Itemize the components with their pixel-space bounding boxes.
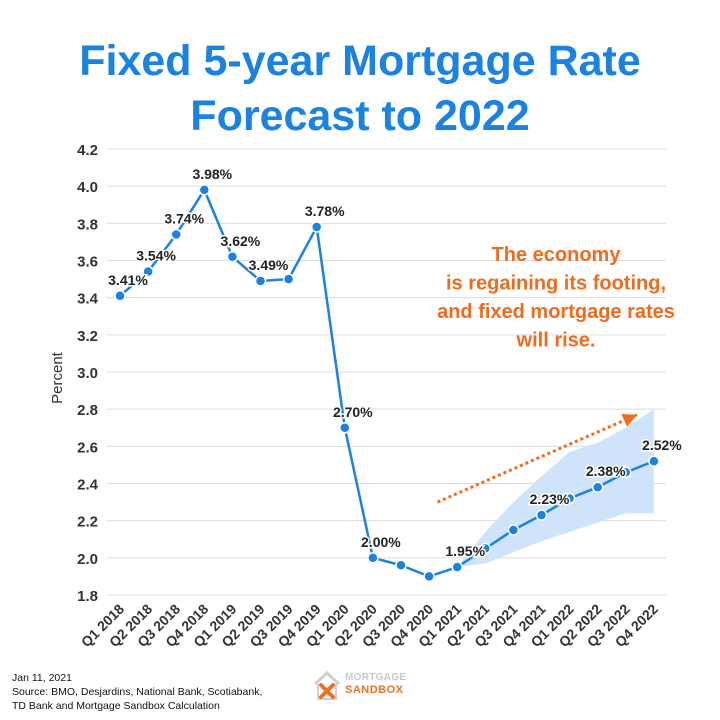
data-point — [620, 466, 632, 479]
data-point — [367, 552, 379, 564]
y-tick-label: 2.4 — [77, 477, 99, 494]
data-label: 2.52% — [642, 437, 682, 453]
logo-text-bottom: SANDBOX — [345, 684, 404, 696]
data-point — [142, 265, 154, 278]
data-point — [535, 509, 548, 521]
footer: Jan 11, 2021 Source: BMO, Desjardins, Na… — [12, 671, 262, 713]
data-label: 3.98% — [192, 166, 232, 182]
data-label: 3.78% — [305, 203, 345, 219]
line-chart: 1.8 2.0 2.2 2.4 2.6 2.8 3.0 3.2 3.4 3.6 3.8 4.0 4.2 P… — [49, 142, 684, 650]
data-label: 3.49% — [249, 257, 289, 273]
data-point — [423, 570, 435, 583]
data-point — [170, 228, 182, 241]
y-axis-label: Percent — [49, 351, 66, 404]
y-tick-label: 4.2 — [77, 142, 98, 159]
chart-title: Fixed 5-year Mortgage Rate Forecast to 2… — [0, 34, 720, 144]
data-point — [310, 221, 323, 233]
data-label: 2.70% — [333, 404, 373, 420]
data-point — [563, 492, 576, 505]
mortgage-sandbox-logo: MORTGAGE SANDBOX — [312, 664, 412, 708]
y-tick-label: 2.8 — [77, 402, 98, 419]
footer-source-line-1: Source: BMO, Desjardins, National Bank, … — [12, 686, 263, 698]
data-point — [479, 542, 492, 555]
y-tick-label: 4.0 — [77, 179, 98, 196]
data-label: 2.00% — [361, 534, 401, 550]
y-tick-label: 2.0 — [77, 551, 98, 568]
annotation-line: and fixed mortgage rates — [437, 301, 675, 323]
y-tick-label: 3.8 — [77, 216, 98, 233]
data-label: 2.38% — [586, 463, 626, 479]
data-point — [226, 251, 239, 263]
data-label: 3.62% — [221, 233, 261, 249]
chart-title-line-1: Fixed 5-year Mortgage Rate — [79, 37, 641, 85]
data-point — [395, 559, 407, 572]
y-tick-label: 2.2 — [77, 514, 98, 531]
y-tick-label: 3.4 — [77, 291, 99, 308]
data-label: 3.74% — [164, 210, 204, 226]
forecast-band — [457, 409, 654, 568]
y-tick-label: 3.0 — [77, 365, 98, 382]
data-point — [254, 275, 267, 287]
y-tick-label: 2.6 — [77, 439, 98, 456]
footer-source-line-2: TD Bank and Mortgage Sandbox Calculation — [12, 700, 220, 712]
logo-text-top: MORTGAGE — [345, 672, 407, 683]
house-x-icon — [313, 670, 341, 700]
data-point — [451, 561, 463, 573]
data-point — [591, 481, 604, 493]
data-label: 3.54% — [136, 248, 176, 264]
data-point — [648, 455, 660, 467]
data-point — [198, 184, 211, 196]
annotation-line: is regaining its footing, — [446, 273, 666, 295]
data-point — [114, 290, 126, 302]
data-label: 1.95% — [445, 543, 485, 559]
annotation-line: The economy — [492, 244, 622, 266]
trend-arrow-head — [621, 413, 638, 427]
data-label: 2.23% — [530, 491, 570, 507]
data-point — [507, 524, 520, 536]
data-label: 3.41% — [108, 272, 148, 288]
footer-date: Jan 11, 2021 — [12, 672, 72, 684]
data-point — [282, 273, 295, 285]
trend-arrow-line — [436, 413, 638, 504]
y-tick-label: 3.2 — [77, 328, 98, 345]
y-tick-label: 1.8 — [77, 588, 98, 605]
y-tick-label: 3.6 — [77, 254, 98, 271]
annotation-line: will rise. — [516, 330, 596, 352]
data-point — [339, 422, 351, 434]
chart-title-line-2: Forecast to 2022 — [190, 92, 530, 140]
